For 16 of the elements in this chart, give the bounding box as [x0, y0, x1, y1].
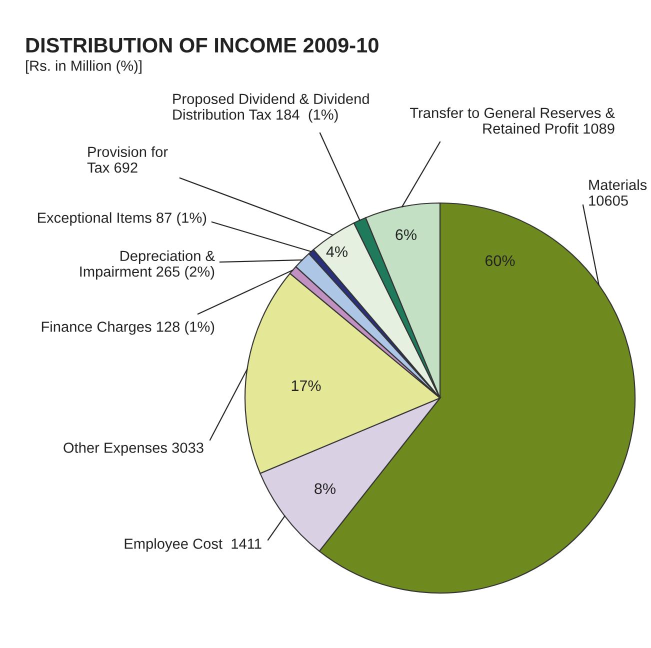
- text: 6%: [396, 229, 416, 240]
- slice-label: Materials 10605: [589, 179, 647, 206]
- slice-label: Finance Charges 128 (1%): [42, 321, 214, 335]
- text: 17%: [292, 380, 321, 392]
- slice-label: Provision for Tax 692: [87, 146, 168, 173]
- chart-subtitle: [Rs. in Million (%)]: [26, 60, 142, 74]
- slice-label: Transfer to General Reserves & Retained Profit 1089: [410, 107, 615, 134]
- chart-title: DISTRIBUTION OF INCOME 2009-10: [26, 38, 378, 53]
- text: 8%: [314, 483, 336, 494]
- slice-label: Proposed Dividend & Dividend Distribution Tax 184 (1%): [173, 93, 369, 123]
- text: 60%: [485, 255, 515, 266]
- slice-label: Exceptional Items 87 (1%): [38, 212, 206, 226]
- slice-label: Other Expenses 3033: [64, 442, 204, 456]
- text: 4%: [326, 246, 348, 258]
- slice-label: Employee Cost 1411: [124, 538, 262, 552]
- slice-label: Depreciation & Impairment 265 (2%): [80, 250, 215, 280]
